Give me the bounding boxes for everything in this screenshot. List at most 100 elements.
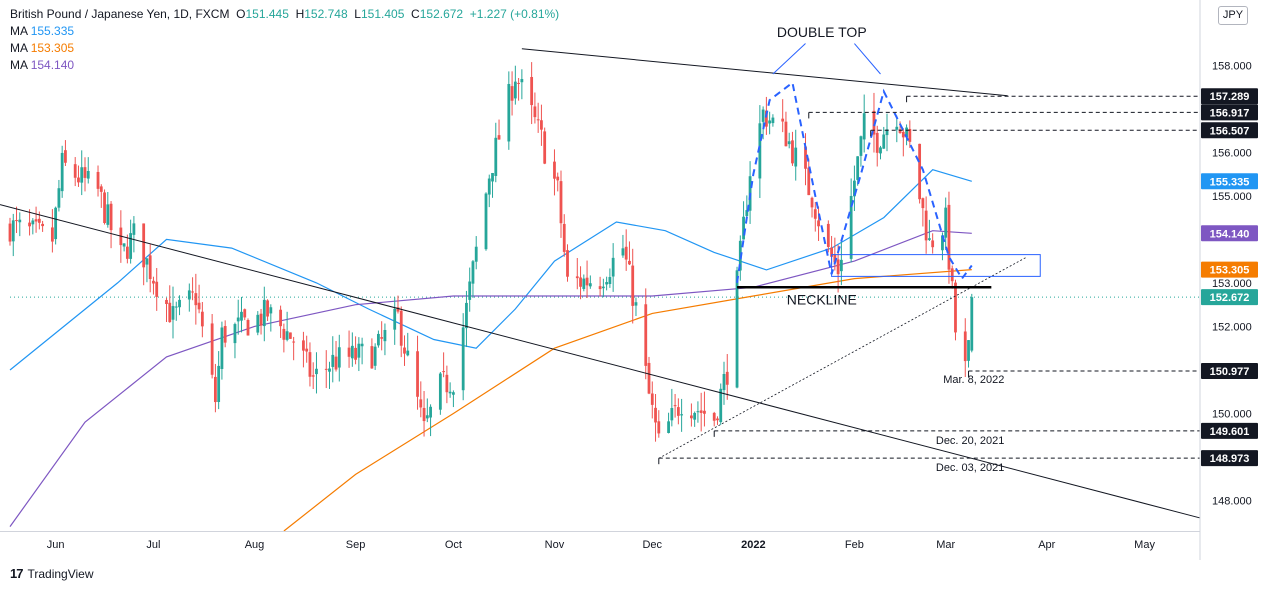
candle-body	[442, 371, 446, 373]
candles	[8, 62, 974, 442]
candle-body	[712, 412, 716, 421]
candle-body	[970, 297, 974, 351]
candle-body	[575, 276, 579, 279]
candle-body	[152, 280, 155, 284]
candle-body	[438, 373, 442, 410]
ma-label: MA	[10, 41, 28, 55]
candle-body	[742, 216, 745, 240]
candle-body	[334, 356, 338, 370]
candle-body	[396, 307, 400, 312]
candle-body	[650, 393, 654, 405]
price-label-box	[1201, 88, 1258, 105]
candle-body	[373, 346, 377, 366]
price-label-box	[1201, 422, 1258, 439]
price-label-text: 156.507	[1210, 125, 1250, 137]
candle-body	[494, 137, 498, 176]
candle-body	[533, 106, 537, 118]
candle-body	[768, 120, 772, 124]
candle-body	[491, 172, 494, 182]
candle-body	[771, 117, 775, 124]
candle-body	[285, 331, 289, 340]
candle-body	[530, 76, 534, 106]
x-tick-label: Oct	[445, 539, 462, 551]
open-label: O	[236, 7, 246, 21]
candle-body	[282, 328, 286, 340]
price-label-text: 156.917	[1210, 107, 1250, 119]
candle-body	[31, 220, 35, 225]
candle-body	[246, 319, 250, 336]
candle-body	[543, 131, 547, 164]
ma-value: 153.305	[30, 41, 75, 55]
candle-body	[445, 374, 449, 393]
candle-body	[60, 152, 64, 192]
candle-body	[830, 247, 833, 257]
symbol-row: British Pound / Japanese Yen, 1D, FXCM O…	[10, 6, 559, 23]
drawings: DOUBLE TOP NECKLINE Mar. 8, 2022 Dec. 20, 2…	[0, 24, 1201, 519]
descending-trendline	[0, 204, 1201, 519]
y-tick-label: 148.000	[1212, 496, 1252, 508]
candle-body	[416, 351, 419, 397]
candle-body	[57, 188, 61, 208]
tradingview-brand[interactable]: 17 TradingView	[10, 566, 94, 581]
candle-body	[905, 127, 908, 137]
currency-button[interactable]: JPY	[1218, 6, 1248, 25]
candle-body	[240, 311, 243, 321]
chart-annotation: DOUBLE TOP	[777, 24, 867, 40]
candle-body	[132, 223, 136, 235]
price-labels: 157.289 156.917 156.507 155.335 154.140 153.3…	[1201, 88, 1258, 467]
candle-body	[670, 408, 674, 421]
symbol-name[interactable]: British Pound / Japanese Yen, 1D, FXCM	[10, 7, 230, 21]
high-value: 152.748	[304, 7, 348, 21]
price-label-box	[1201, 122, 1258, 139]
candle-body	[540, 120, 543, 130]
price-label-box	[1201, 450, 1258, 467]
candle-body	[484, 193, 488, 250]
candle-body	[950, 268, 954, 282]
candle-body	[129, 233, 133, 259]
candle-body	[918, 143, 922, 200]
candle-body	[380, 337, 384, 339]
x-tick-label: Sep	[346, 539, 366, 551]
candle-body	[328, 368, 331, 372]
price-label-text: 148.973	[1210, 453, 1250, 465]
candle-body	[605, 282, 609, 285]
candle-body	[425, 415, 429, 419]
candle-body	[872, 110, 876, 135]
candle-body	[256, 314, 260, 333]
double-top-arrow-left	[772, 43, 806, 75]
candle-body	[236, 317, 240, 322]
candle-body	[315, 368, 318, 375]
candle-body	[96, 171, 100, 189]
candle-body	[562, 223, 566, 252]
change-value: +1.227 (+0.81%)	[469, 7, 560, 21]
candle-body	[64, 150, 67, 163]
candle-body	[41, 223, 45, 227]
candle-body	[804, 146, 807, 169]
candle-body	[895, 126, 899, 130]
candle-body	[308, 352, 312, 377]
candle-body	[693, 412, 697, 420]
price-label-box	[1201, 362, 1258, 379]
candle-body	[647, 362, 651, 394]
x-tick-label: Nov	[545, 539, 565, 551]
candle-body	[54, 207, 58, 240]
ma-row-1[interactable]: MA 155.335	[10, 23, 559, 40]
candle-body	[354, 347, 357, 360]
ma-row-2[interactable]: MA 153.305	[10, 40, 559, 57]
candle-body	[553, 161, 556, 179]
price-label-text: 157.289	[1210, 91, 1250, 103]
price-label-box	[1201, 289, 1258, 306]
candle-body	[764, 110, 768, 127]
candle-body	[109, 203, 113, 231]
candle-body	[471, 261, 475, 284]
candle-body	[474, 246, 478, 262]
candle-body	[302, 340, 305, 351]
candle-body	[696, 411, 700, 413]
candle-body	[941, 235, 944, 251]
close-value: 152.672	[419, 7, 464, 21]
ma-row-3[interactable]: MA 154.140	[10, 57, 559, 74]
candle-body	[882, 134, 886, 149]
candle-body	[122, 243, 126, 247]
candle-body	[292, 341, 296, 343]
